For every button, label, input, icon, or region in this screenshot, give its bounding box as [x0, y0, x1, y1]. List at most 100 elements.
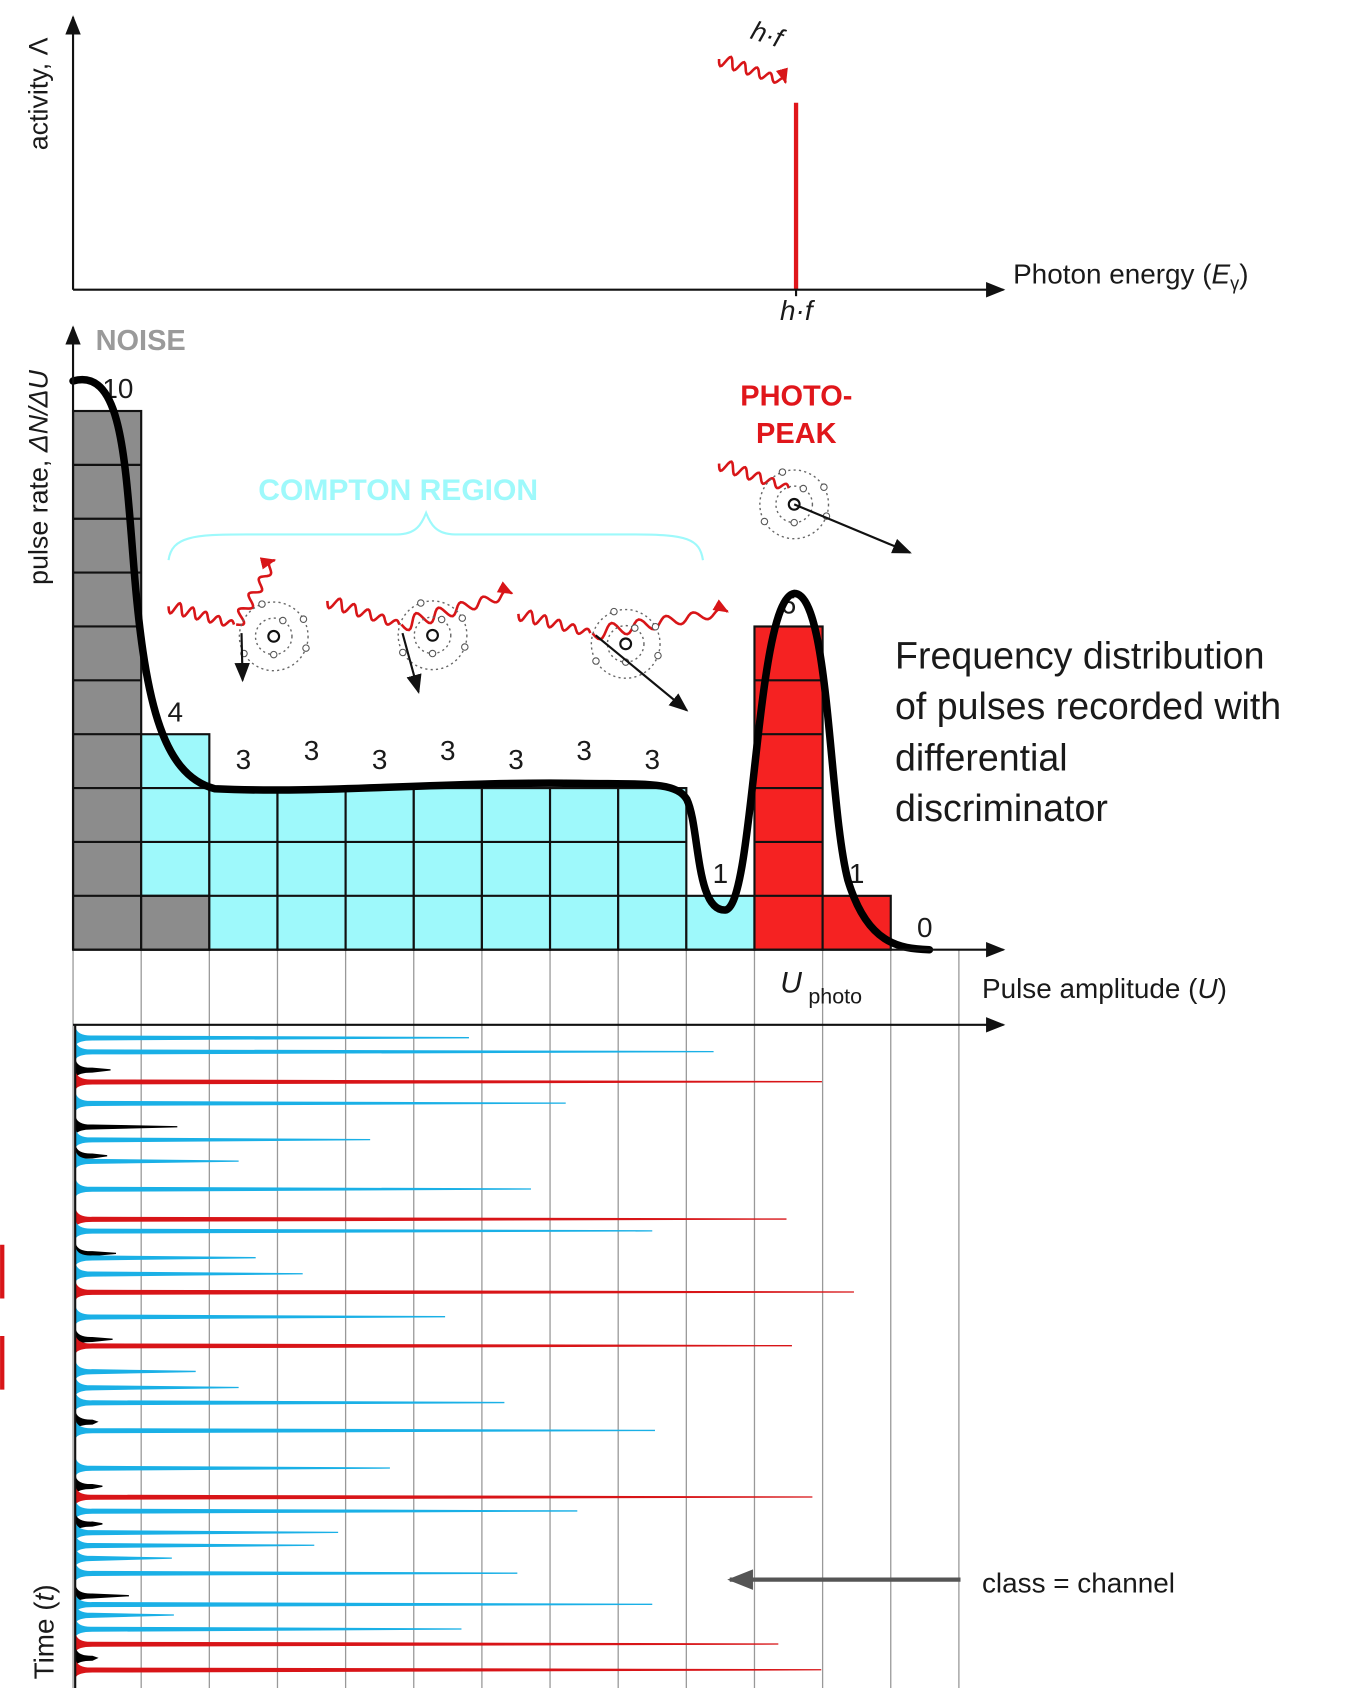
y-label: pulse rate, ΔN/ΔU: [23, 369, 53, 584]
electron: [417, 599, 425, 607]
decoration: [72, 55, 960, 1688]
pulse: [74, 1041, 714, 1060]
atom-shell: [238, 601, 309, 672]
bar: [480, 787, 552, 951]
photon: [717, 460, 791, 490]
label-part: Photon energy (: [1013, 258, 1212, 289]
count-label: 1: [713, 858, 729, 889]
electron-path: [401, 632, 422, 695]
atom-shell: [397, 600, 468, 671]
pulse: [74, 1220, 653, 1239]
photon: [236, 557, 277, 627]
atom-shell: [590, 608, 661, 679]
pulse: [74, 1476, 103, 1495]
label-var: ΔN/ΔU: [23, 369, 53, 453]
label-part: ): [1239, 258, 1248, 289]
electron: [461, 643, 469, 651]
pulse: [74, 1659, 822, 1678]
label-part: ): [1218, 973, 1227, 1004]
description: differential: [895, 736, 1068, 778]
electron: [778, 468, 787, 476]
bar: [617, 787, 688, 951]
electron: [651, 622, 660, 631]
spectrum-curve: [69, 375, 934, 954]
photon: [717, 55, 788, 85]
photon: [167, 601, 236, 627]
pulse: [74, 1071, 822, 1090]
pulse: [74, 1209, 787, 1227]
electron: [790, 518, 798, 527]
pulse: [74, 1594, 653, 1613]
bar: [276, 787, 347, 951]
pulse: [74, 1585, 129, 1604]
label-part: Time (: [29, 1601, 60, 1680]
pulse: [74, 1619, 462, 1637]
bar: [685, 894, 756, 951]
nucleus: [267, 629, 281, 643]
label-sub: γ: [1230, 273, 1240, 294]
photon: [400, 581, 514, 632]
photon: [517, 609, 592, 636]
label-var: t: [29, 1592, 60, 1601]
description: discriminator: [895, 787, 1108, 829]
bar: [208, 787, 279, 951]
nucleus: [619, 637, 633, 651]
electron: [399, 648, 407, 657]
bar: [548, 787, 620, 951]
edge-shape: [0, 1244, 5, 1390]
pulse: [74, 1247, 256, 1266]
pulse: [74, 1522, 339, 1541]
label-part: Pulse amplitude (: [982, 973, 1198, 1004]
bar: [344, 787, 415, 951]
electron: [654, 651, 662, 660]
count-label: 4: [168, 696, 184, 727]
electron: [299, 615, 308, 623]
label-part: ): [29, 1584, 60, 1593]
description: Frequency distribution: [895, 635, 1264, 677]
electron: [258, 600, 266, 608]
atom-shell: [759, 469, 830, 540]
electron-path: [793, 503, 912, 554]
photon: [591, 599, 729, 641]
count-label: 0: [917, 912, 933, 943]
electron: [279, 616, 287, 625]
pulse: [74, 1335, 792, 1354]
pulse: [74, 1377, 239, 1396]
electron-path: [594, 634, 689, 712]
electron: [458, 614, 467, 622]
pulse: [74, 1648, 99, 1666]
count-label: 3: [645, 744, 661, 775]
electron: [820, 483, 828, 491]
brace: [167, 510, 705, 561]
electron: [610, 607, 618, 616]
label-var: E: [1212, 258, 1231, 289]
photopeak-label: PHOTO-: [740, 381, 852, 413]
nucleus: [426, 628, 439, 642]
compton-label: COMPTON REGION: [258, 474, 538, 507]
description: of pulses recorded with: [895, 685, 1281, 727]
count-label: 1: [849, 858, 865, 889]
pulse: [74, 1392, 505, 1411]
electron: [760, 517, 769, 526]
photon-label: h·f: [747, 15, 788, 54]
label-var: U: [1197, 973, 1218, 1004]
electron: [302, 644, 310, 652]
label-sub: photo: [808, 984, 862, 1008]
count-label: 3: [372, 744, 388, 775]
pulse: [74, 1501, 578, 1519]
count-label: 3: [304, 735, 320, 766]
pulse: [74, 1535, 315, 1554]
pulse: [74, 1548, 172, 1566]
pulse: [74, 1282, 854, 1300]
electron: [437, 615, 446, 624]
x-label: Pulse amplitude (U): [982, 973, 1227, 1004]
pulse: [74, 1129, 371, 1148]
y-label: activity, Λ: [23, 37, 53, 150]
tick-label: h·f: [780, 295, 816, 326]
pulse: [74, 1027, 469, 1046]
pulse: [74, 1263, 303, 1282]
count-label: 3: [440, 735, 456, 766]
